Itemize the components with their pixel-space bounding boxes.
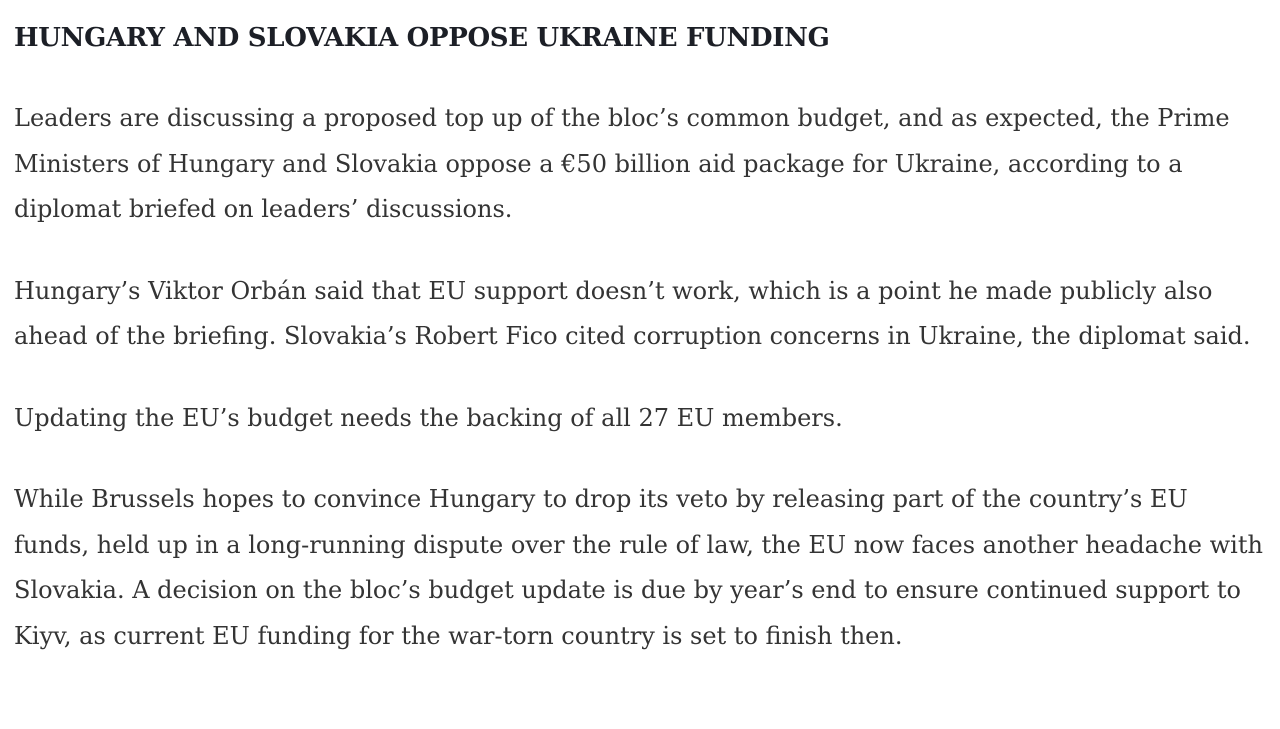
article-paragraph-3: Updating the EU’s budget needs the backi… (14, 403, 843, 432)
article-paragraph-1: Leaders are discussing a proposed top up… (14, 104, 1230, 223)
article-headline: HUNGARY AND SLOVAKIA OPPOSE UKRAINE FUND… (14, 23, 830, 53)
article-paragraph-2: Hungary’s Viktor Orbán said that EU supp… (14, 276, 1251, 351)
article-body: HUNGARY AND SLOVAKIA OPPOSE UKRAINE FUND… (14, 23, 1263, 650)
article-paragraph-4: While Brussels hopes to convince Hungary… (14, 485, 1263, 650)
